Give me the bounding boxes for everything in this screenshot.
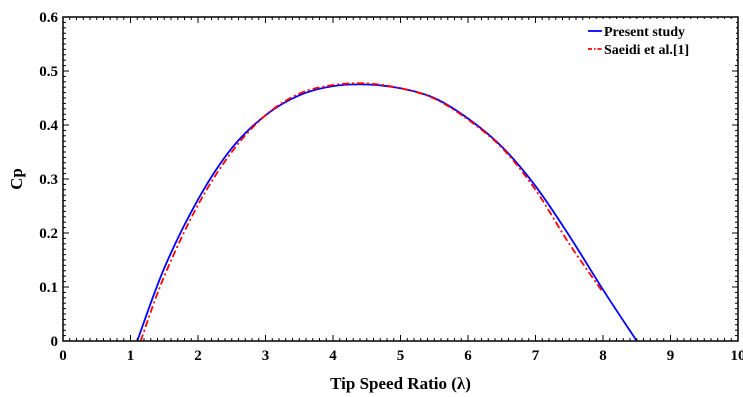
y-tick-label: 0.4	[39, 118, 58, 134]
legend-box	[585, 19, 736, 61]
x-tick-label: 2	[194, 348, 202, 364]
tick-labels: 0 1 2 3 4 5 6 7 8 9 10 0 0.1 0.2 0.3 0.4 0.5 0.6	[39, 10, 743, 364]
x-tick-label: 9	[667, 348, 675, 364]
y-tick-label: 0.1	[39, 280, 58, 296]
x-tick-label: 8	[599, 348, 607, 364]
legend-label-present-study: Present study	[604, 25, 685, 40]
plot-frame	[62, 16, 739, 342]
y-axis-title: Cp	[7, 168, 26, 190]
y-tick-label: 0.6	[39, 10, 58, 26]
series-layer	[136, 82, 638, 342]
x-tick-label: 3	[262, 348, 270, 364]
series-line-0	[136, 83, 638, 342]
x-tick-label: 6	[464, 348, 472, 364]
x-tick-label: 1	[127, 348, 135, 364]
x-axis-title: Tip Speed Ratio (λ)	[330, 374, 471, 393]
series-line-1	[139, 82, 604, 342]
x-tick-label: 0	[59, 348, 67, 364]
x-tick-label: 5	[397, 348, 405, 364]
x-tick-label: 10	[731, 348, 743, 364]
y-tick-label: 0.2	[39, 226, 58, 242]
y-tick-label: 0	[51, 334, 59, 350]
x-tick-label: 4	[329, 348, 337, 364]
y-tick-label: 0.5	[39, 64, 58, 80]
x-tick-label: 7	[532, 348, 540, 364]
ticks-layer	[62, 16, 739, 342]
y-tick-label: 0.3	[39, 172, 58, 188]
legend: Present study Saeidi et al.[1]	[585, 19, 736, 61]
legend-label-saeidi: Saeidi et al.[1]	[604, 43, 689, 58]
